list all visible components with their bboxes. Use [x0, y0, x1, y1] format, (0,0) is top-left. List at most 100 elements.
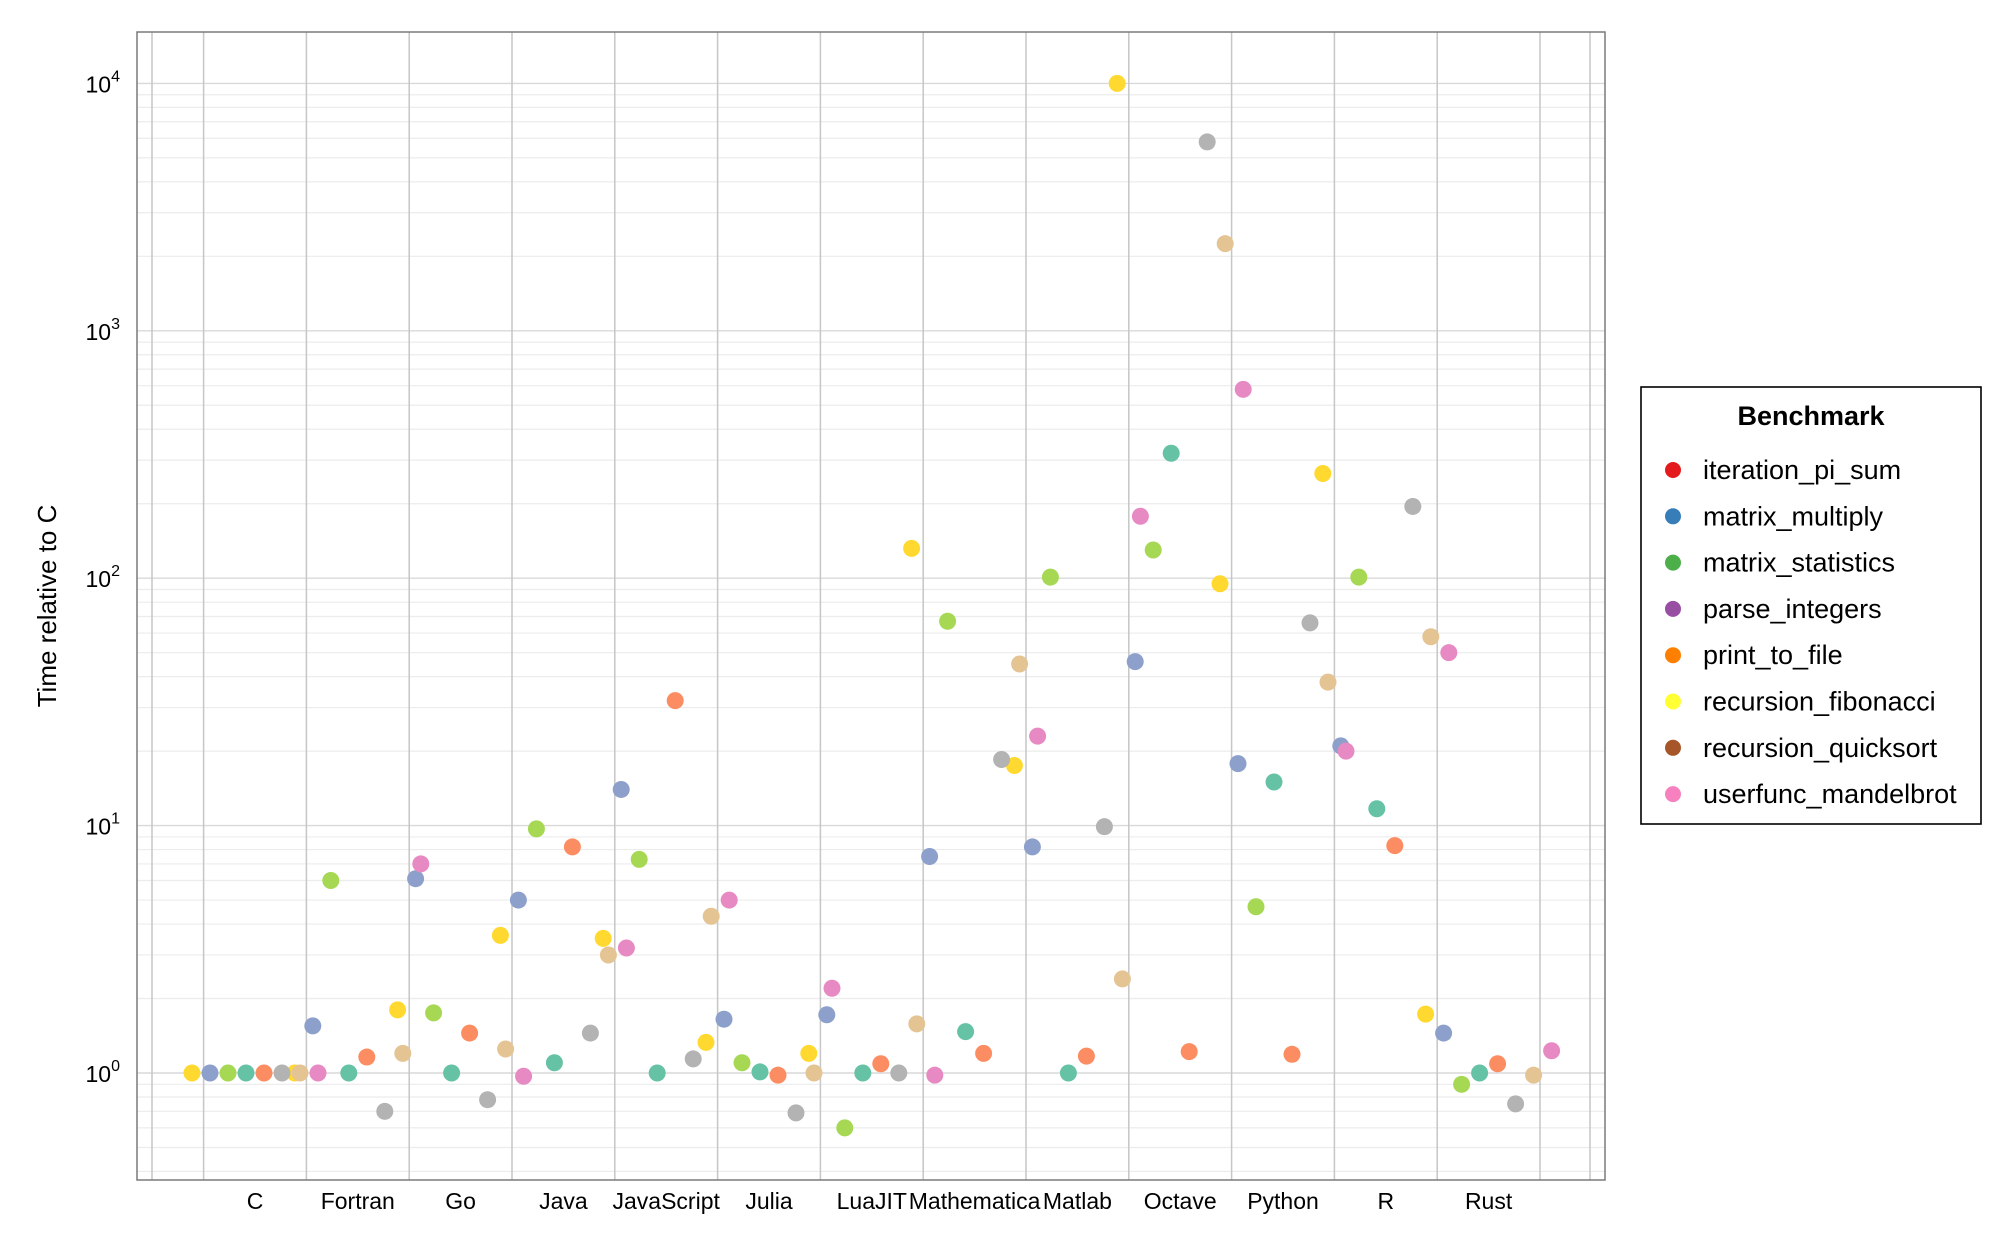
data-point — [461, 1024, 479, 1042]
legend-label: recursion_fibonacci — [1703, 687, 1936, 717]
y-tick-exponent: 2 — [111, 563, 120, 580]
x-tick-label: Mathematica — [909, 1188, 1041, 1214]
legend-title: Benchmark — [1737, 401, 1885, 431]
data-point — [612, 780, 630, 798]
legend-label: userfunc_mandelbrot — [1703, 779, 1957, 809]
data-point — [509, 891, 527, 909]
data-point — [545, 1054, 563, 1072]
data-point — [1059, 1064, 1077, 1082]
legend-label: parse_integers — [1703, 594, 1882, 624]
data-point — [599, 946, 617, 964]
data-point — [733, 1054, 751, 1072]
plot-frame — [136, 31, 1606, 1181]
data-point — [1453, 1075, 1471, 1093]
data-point — [563, 838, 581, 856]
data-point — [666, 692, 684, 710]
data-point — [1029, 727, 1047, 745]
y-tick-base: 10 — [86, 1061, 112, 1087]
data-point — [183, 1064, 201, 1082]
data-point — [648, 1064, 666, 1082]
data-point — [1144, 541, 1162, 559]
data-point — [769, 1066, 787, 1084]
legend-marker — [1665, 554, 1681, 571]
data-point — [1131, 507, 1149, 525]
data-point — [993, 751, 1011, 769]
data-point — [1126, 653, 1144, 671]
data-point — [697, 1033, 715, 1051]
legend-label: iteration_pi_sum — [1703, 455, 1901, 485]
x-tick-label: LuaJIT — [837, 1188, 907, 1214]
data-point — [836, 1119, 854, 1137]
legend-marker — [1665, 693, 1681, 710]
data-point — [394, 1044, 412, 1062]
data-point — [702, 907, 720, 925]
data-point — [491, 926, 509, 944]
data-point — [219, 1064, 237, 1082]
y-tick-base: 10 — [86, 319, 112, 345]
data-point — [957, 1023, 975, 1041]
data-point — [527, 820, 545, 838]
data-point — [921, 848, 939, 866]
data-point — [322, 871, 340, 889]
x-tick-label: JavaScript — [613, 1188, 721, 1214]
data-point — [926, 1066, 944, 1084]
x-tick-label: C — [247, 1188, 264, 1214]
data-point — [412, 855, 430, 873]
data-point — [1489, 1055, 1507, 1073]
data-point — [823, 979, 841, 997]
data-point — [1077, 1047, 1095, 1065]
data-point — [903, 539, 921, 557]
data-point — [630, 850, 648, 868]
data-point — [1543, 1042, 1561, 1060]
legend-marker — [1665, 647, 1681, 664]
data-point — [1229, 755, 1247, 773]
data-point — [787, 1104, 805, 1122]
data-point — [340, 1064, 358, 1082]
data-point — [684, 1050, 702, 1068]
data-point — [1507, 1095, 1525, 1113]
x-tick-label: Python — [1247, 1188, 1319, 1214]
y-tick-label: 101 — [86, 811, 121, 840]
legend: Benchmark iteration_pi_sum matrix_multipl… — [1640, 386, 1982, 825]
data-point — [376, 1102, 394, 1120]
data-point — [255, 1064, 273, 1082]
data-point — [1471, 1064, 1489, 1082]
data-point — [443, 1064, 461, 1082]
x-tick-label: Java — [539, 1188, 588, 1214]
legend-marker — [1665, 739, 1681, 756]
legend-marker — [1665, 786, 1681, 803]
y-tick-label: 103 — [86, 316, 121, 345]
x-tick-labels: C Fortran Go Java JavaScript Julia LuaJIT Mathe… — [247, 1188, 1513, 1214]
data-point — [1301, 614, 1319, 632]
data-point — [497, 1040, 515, 1058]
data-point — [939, 612, 957, 630]
legend-marker — [1665, 600, 1681, 617]
data-point — [908, 1015, 926, 1033]
y-tick-label: 100 — [86, 1058, 121, 1087]
data-point — [1108, 74, 1126, 92]
data-point — [309, 1064, 327, 1082]
data-point — [1314, 464, 1332, 482]
data-point — [1113, 970, 1131, 988]
data-point — [389, 1001, 407, 1019]
x-tick-label: Octave — [1144, 1188, 1217, 1214]
data-point — [1435, 1024, 1453, 1042]
y-tick-exponent: 3 — [111, 316, 120, 333]
y-tick-base: 10 — [86, 566, 112, 592]
x-tick-label: Matlab — [1043, 1188, 1112, 1214]
data-point — [581, 1024, 599, 1042]
data-point — [425, 1004, 443, 1022]
y-tick-label: 102 — [86, 563, 121, 592]
y-axis-title: Time relative to C — [32, 505, 62, 708]
data-point — [751, 1063, 769, 1081]
data-point — [1041, 568, 1059, 586]
data-point — [201, 1064, 219, 1082]
y-tick-base: 10 — [86, 814, 112, 840]
data-point — [818, 1006, 836, 1024]
legend-box — [1640, 386, 1982, 825]
data-point — [854, 1064, 872, 1082]
data-point — [1440, 644, 1458, 662]
data-point — [407, 870, 425, 888]
